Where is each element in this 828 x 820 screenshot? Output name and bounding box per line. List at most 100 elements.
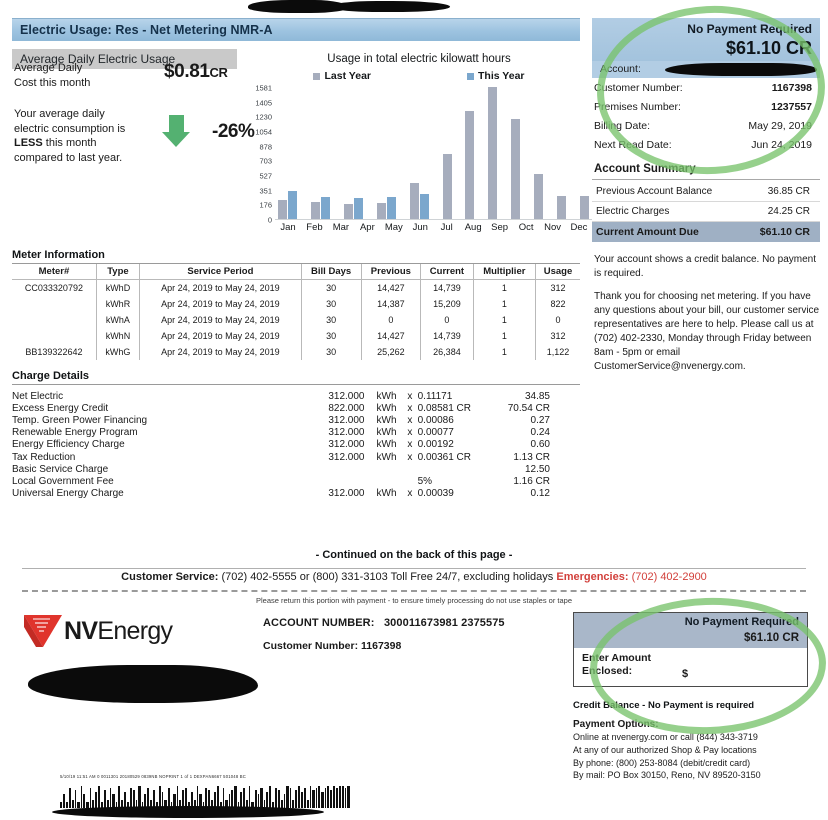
account-info-row: Billing Date: May 29, 2019 <box>592 116 820 135</box>
stub-due-header: No Payment Required $61.10 CR <box>574 613 807 648</box>
stub-account-number-value: 300011673981 2375575 <box>383 617 505 629</box>
meter-cell-type: kWhD <box>96 279 141 296</box>
bar-group-apr <box>376 88 396 219</box>
table-row: Tax Reduction 312.000 kWh x 0.00361 CR 1.13 C… <box>12 451 580 463</box>
barcode-bar <box>98 786 100 808</box>
customer-service-label: Customer Service: <box>121 571 219 583</box>
account-info-value: May 29, 2019 <box>748 119 812 132</box>
barcode-bar <box>63 794 66 808</box>
account-summary-column: No Payment Required $61.10 CR Account: C… <box>592 18 820 374</box>
meter-cell-previous: 14,387 <box>361 296 422 312</box>
logo-energy-text: Energy <box>97 616 173 645</box>
enter-amount-enclosed-field[interactable]: Enter Amount Enclosed: $ <box>574 648 807 686</box>
barcode-bar <box>318 786 321 808</box>
barcode-bar <box>242 788 246 808</box>
charge-cell-desc: Local Government Fee <box>12 475 114 487</box>
charge-cell-x: x <box>407 439 413 451</box>
charge-cell-qty: 312.000 <box>328 439 365 451</box>
meter-col-header: Current <box>420 264 474 280</box>
x-axis-tick-sep: Sep <box>491 222 509 233</box>
barcode-bar <box>66 802 68 808</box>
barcode-bar <box>187 802 190 808</box>
average-daily-cost-block: Average Daily Cost this month <box>14 61 242 90</box>
redaction-mark-stub-address <box>28 665 258 703</box>
charge-cell-qty: 822.000 <box>328 402 365 414</box>
y-axis-tick: 703 <box>259 156 272 166</box>
charge-cell-unit: kWh <box>376 390 397 402</box>
y-axis-tick: 527 <box>259 171 272 181</box>
barcode-bar <box>335 788 338 808</box>
amount-due-value: $61.10 CR <box>725 38 812 58</box>
summary-value: 36.85 CR <box>767 186 810 197</box>
charge-cell-amount: 0.12 <box>530 488 550 500</box>
bar-apr-this-year <box>386 197 396 219</box>
x-axis-tick-jun: Jun <box>412 222 428 233</box>
barcode-bar <box>251 802 254 808</box>
meter-col-header: Multiplier <box>473 264 537 280</box>
consumption-comparison-text: Your average daily electric consumption … <box>14 107 164 166</box>
meter-cell-multiplier: 1 <box>473 296 537 312</box>
account-messages: Your account shows a credit balance. No … <box>592 253 820 374</box>
barcode-bar <box>321 792 324 808</box>
average-daily-cost-value: $0.81CR <box>164 61 228 83</box>
charge-cell-unit: kWh <box>376 439 397 451</box>
meter-cell-meter <box>12 312 97 328</box>
barcode-bar <box>329 790 333 808</box>
charge-cell-x: x <box>407 402 413 414</box>
meter-cell-usage: 0 <box>555 315 561 325</box>
charge-cell-desc: Tax Reduction <box>12 451 76 463</box>
barcode-bar <box>248 786 251 808</box>
no-payment-required-label: No Payment Required <box>687 22 812 36</box>
barcode-bar <box>333 786 335 808</box>
meter-cell-days: 30 <box>301 296 362 312</box>
payment-options-list: Online at nvenergy.com or call (844) 343… <box>573 731 823 782</box>
avg-cost-label-line1: Average Daily <box>14 62 83 74</box>
barcode-bar <box>135 800 138 808</box>
barcode-bar <box>196 786 199 808</box>
redaction-mark-top-left <box>248 0 348 13</box>
meter-cell-current: 14,739 <box>420 328 474 344</box>
bar-group-feb <box>310 88 330 219</box>
emergencies-number: (702) 402-2900 <box>631 571 707 583</box>
barcode-bar <box>283 794 286 808</box>
barcode-bar <box>159 786 161 808</box>
bar-dec-last-year <box>579 196 589 219</box>
barcode-bar <box>298 786 301 808</box>
enter-amount-line2: Enclosed: <box>582 665 633 678</box>
stub-customer-number: Customer Number: 1167398 <box>263 640 401 652</box>
compare-line2: electric consumption is <box>14 122 126 135</box>
meter-col-header: Type <box>96 264 141 280</box>
charge-cell-amount: 0.27 <box>530 414 550 426</box>
account-summary-rule <box>592 179 820 180</box>
meter-information-table: Meter# Type Service Period Bill Days Previou… <box>12 264 580 360</box>
table-row: kWhN Apr 24, 2019 to May 24, 2019 30 14,427… <box>12 328 580 344</box>
barcode-bar <box>292 800 294 808</box>
table-row: kWhR Apr 24, 2019 to May 24, 2019 30 14,387… <box>12 296 580 312</box>
barcode-bar <box>281 800 283 808</box>
x-axis-tick-jan: Jan <box>280 222 296 233</box>
charge-cell-unit: kWh <box>376 402 397 414</box>
meter-cell-days: 30 <box>301 328 362 344</box>
y-axis-tick: 878 <box>259 142 272 152</box>
bar-group-sep <box>511 88 521 219</box>
redaction-mark-account-number <box>665 63 817 76</box>
legend-swatch-icon <box>467 72 474 80</box>
charge-cell-desc: Renewable Energy Program <box>12 427 138 439</box>
meter-cell-days: 30 <box>301 344 362 360</box>
footer-rule <box>22 568 806 569</box>
barcode-bar <box>147 788 150 808</box>
meter-cell-previous: 14,427 <box>361 328 422 344</box>
meter-cell-multiplier: 1 <box>473 328 537 344</box>
account-info-value: 1237557 <box>771 100 812 113</box>
bar-jan-last-year <box>278 200 287 219</box>
compare-less-emphasis: LESS <box>14 137 43 150</box>
stub-customer-number-value: 1167398 <box>361 640 402 652</box>
charge-cell-qty <box>304 463 365 475</box>
amount-due-box: No Payment Required $61.10 CR <box>592 18 820 61</box>
meter-cell-multiplier: 1 <box>473 344 537 360</box>
account-message: Thank you for choosing net metering. If … <box>594 291 820 372</box>
legend-swatch-icon <box>313 72 321 80</box>
bar-jul-last-year <box>465 111 475 219</box>
charge-details-title: Charge Details <box>12 370 90 382</box>
barcode-bar <box>260 788 263 808</box>
